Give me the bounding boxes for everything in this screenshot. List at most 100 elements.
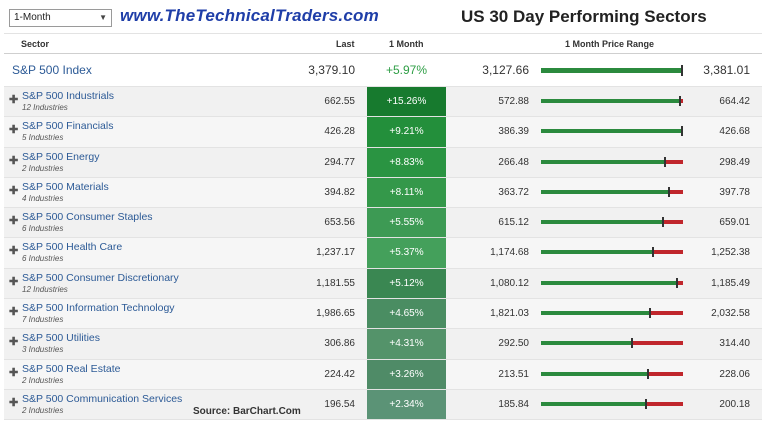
sector-change: +8.83% <box>367 147 446 177</box>
sector-change: +15.26% <box>367 87 446 117</box>
sector-last: 662.55 <box>324 96 355 107</box>
page-title: US 30 Day Performing Sectors <box>461 7 707 26</box>
sector-name-link[interactable]: S&P 500 Utilities <box>22 332 101 345</box>
range-up-segment <box>541 371 648 376</box>
sector-name-link[interactable]: S&P 500 Financials <box>22 120 114 133</box>
sector-industries-count: 2 Industries <box>22 405 64 415</box>
expand-plus-icon[interactable]: ✚ <box>9 306 19 319</box>
column-header-last[interactable]: Last <box>336 39 355 49</box>
column-header-range[interactable]: 1 Month Price Range <box>565 39 655 49</box>
period-dropdown[interactable]: 1-Month ▼ <box>9 9 112 27</box>
expand-plus-icon[interactable]: ✚ <box>9 215 19 228</box>
column-header-sector[interactable]: Sector <box>21 39 50 49</box>
table-row[interactable]: ✚ S&P 500 Consumer Staples 6 Industries 653… <box>4 208 762 239</box>
sector-last: 294.77 <box>324 156 355 168</box>
sector-range-high: 664.42 <box>719 96 750 107</box>
index-range-high: 3,381.01 <box>703 63 750 77</box>
table-header: Sector Last 1 Month 1 Month Price Range <box>4 33 762 54</box>
range-down-segment <box>677 280 683 285</box>
table-row[interactable]: ✚ S&P 500 Consumer Discretionary 12 Indust… <box>4 268 762 300</box>
column-header-change[interactable]: 1 Month <box>389 39 424 49</box>
sector-name-link[interactable]: S&P 500 Energy <box>22 150 100 163</box>
sector-range-bar <box>541 156 683 167</box>
expand-plus-icon[interactable]: ✚ <box>9 275 19 288</box>
range-down-segment <box>646 401 683 406</box>
sector-name-link[interactable]: S&P 500 Consumer Staples <box>22 211 153 224</box>
expand-plus-icon[interactable]: ✚ <box>9 245 19 258</box>
table-row[interactable]: ✚ S&P 500 Utilities 3 Industries 306.86 +4.3… <box>4 329 762 360</box>
range-current-marker <box>668 186 670 197</box>
range-down-segment <box>669 189 683 194</box>
table-row[interactable]: ✚ S&P 500 Information Technology 7 Industr… <box>4 299 762 330</box>
sector-range-low: 292.50 <box>498 338 529 350</box>
sector-range-high: 1,185.49 <box>711 277 750 289</box>
top-bar: 1-Month ▼ www.TheTechnicalTraders.com US… <box>0 0 765 34</box>
sector-name-link[interactable]: S&P 500 Consumer Discretionary <box>22 271 179 284</box>
range-down-segment <box>663 220 683 225</box>
table-row[interactable]: ✚ S&P 500 Energy 2 Industries 294.77 +8.83% 2… <box>4 147 762 178</box>
sector-range-low: 1,821.03 <box>490 308 529 320</box>
sector-change: +5.55% <box>367 208 446 238</box>
sector-name-link[interactable]: S&P 500 Industrials <box>22 90 115 102</box>
sector-name-link[interactable]: S&P 500 Real Estate <box>22 362 121 375</box>
table-row[interactable]: ✚ S&P 500 Real Estate 2 Industries 224.42 +3… <box>4 359 762 390</box>
sector-range-bar <box>541 338 683 349</box>
expand-plus-icon[interactable]: ✚ <box>9 396 19 409</box>
range-current-marker <box>681 65 683 76</box>
sector-industries-count: 6 Industries <box>22 224 64 234</box>
sector-range-low: 615.12 <box>498 217 529 229</box>
expand-plus-icon[interactable]: ✚ <box>9 366 19 379</box>
range-current-marker <box>647 368 649 379</box>
sector-name-link[interactable]: S&P 500 Health Care <box>22 241 123 254</box>
sector-range-high: 1,252.38 <box>711 247 750 259</box>
table-row[interactable]: ✚ S&P 500 Health Care 6 Industries 1,237.17… <box>4 238 762 269</box>
range-up-segment <box>541 341 632 346</box>
sector-industries-count: 6 Industries <box>22 254 64 264</box>
sector-industries-count: 5 Industries <box>22 133 64 143</box>
sector-range-low: 185.84 <box>498 398 529 410</box>
range-current-marker <box>662 217 664 228</box>
sector-change: +5.12% <box>367 268 446 299</box>
table-row[interactable]: ✚ S&P 500 Industrials 12 Industries 662.55 +… <box>4 87 762 118</box>
index-name-link[interactable]: S&P 500 Index <box>12 63 92 77</box>
index-range-bar <box>541 65 683 76</box>
expand-plus-icon[interactable]: ✚ <box>9 124 19 137</box>
sector-range-high: 426.68 <box>719 126 750 138</box>
expand-plus-icon[interactable]: ✚ <box>9 336 19 349</box>
sector-industries-count: 7 Industries <box>22 315 64 325</box>
sector-last: 1,237.17 <box>316 247 355 259</box>
sector-range-bar <box>541 96 683 106</box>
sector-range-bar <box>541 217 683 228</box>
range-current-marker <box>631 338 633 349</box>
sector-last: 196.54 <box>324 398 355 410</box>
sector-industries-count: 2 Industries <box>22 163 64 173</box>
sector-last: 306.86 <box>324 338 355 350</box>
sector-range-high: 298.49 <box>719 156 750 168</box>
range-up-segment <box>541 250 653 255</box>
range-current-marker <box>649 308 651 319</box>
index-row[interactable]: S&P 500 Index 3,379.10 +5.97% 3,127.66 3… <box>4 54 762 87</box>
sector-range-low: 1,174.68 <box>490 247 529 259</box>
index-range-low: 3,127.66 <box>482 63 529 77</box>
expand-plus-icon[interactable]: ✚ <box>9 184 19 197</box>
range-down-segment <box>665 159 683 164</box>
sector-performance-table: Sector Last 1 Month 1 Month Price Range … <box>4 33 762 421</box>
table-row[interactable]: ✚ S&P 500 Communication Services 2 Industr… <box>4 389 762 421</box>
expand-plus-icon[interactable]: ✚ <box>9 154 19 167</box>
sector-range-bar <box>541 368 683 379</box>
sector-range-bar <box>541 277 683 288</box>
sector-industries-count: 4 Industries <box>22 193 64 203</box>
table-row[interactable]: ✚ S&P 500 Materials 4 Industries 394.82 +8.1… <box>4 177 762 209</box>
expand-plus-icon[interactable]: ✚ <box>9 94 19 106</box>
range-up-segment <box>541 99 680 103</box>
sector-range-bar <box>541 398 683 409</box>
range-current-marker <box>676 277 678 288</box>
range-up-segment <box>541 311 650 316</box>
sector-range-bar <box>541 126 683 137</box>
sector-name-link[interactable]: S&P 500 Communication Services <box>22 392 183 405</box>
sector-name-link[interactable]: S&P 500 Information Technology <box>22 302 175 315</box>
range-current-marker <box>681 126 683 137</box>
table-row[interactable]: ✚ S&P 500 Financials 5 Industries 426.28 +9.… <box>4 117 762 148</box>
sector-range-high: 2,032.58 <box>711 308 750 320</box>
sector-name-link[interactable]: S&P 500 Materials <box>22 180 109 193</box>
